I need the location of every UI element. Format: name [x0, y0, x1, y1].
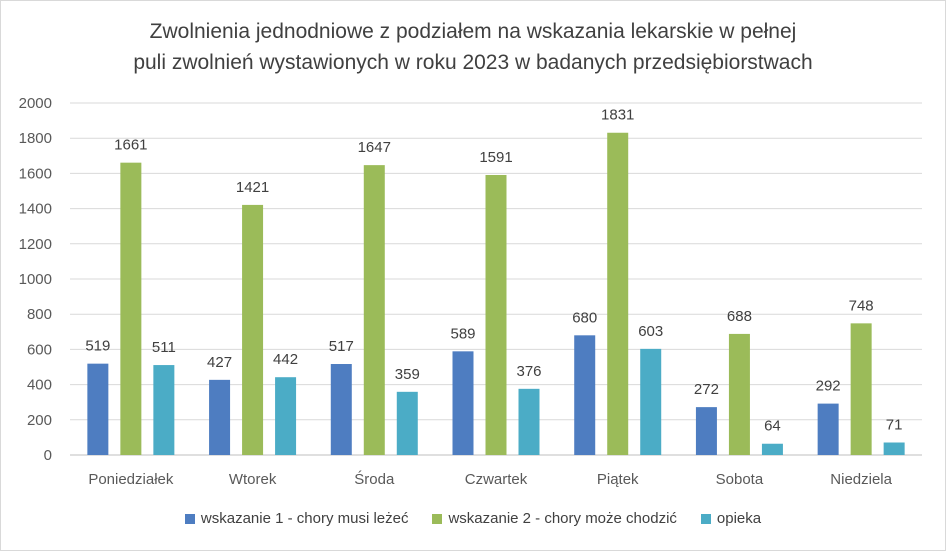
bar-3: [761, 443, 783, 455]
bar-3: [640, 348, 662, 455]
data-label: 64: [764, 418, 781, 435]
data-label: 1661: [114, 137, 147, 154]
y-tick-label: 1800: [19, 130, 52, 147]
x-tick-label: Piątek: [597, 471, 639, 488]
bar-1: [87, 363, 109, 455]
chart-title-line-1: Zwolnienia jednodniowe z podziałem na ws…: [149, 20, 797, 43]
y-tick-label: 1000: [19, 271, 52, 288]
data-label: 71: [886, 417, 903, 434]
legend-swatch-series-1: [184, 513, 195, 524]
y-tick-label: 600: [27, 341, 52, 358]
data-label: 376: [516, 363, 541, 380]
y-axis-ticks: 0 200 400 600 800 1000 1200 1400 1600 1800 2000: [19, 95, 52, 464]
legend-item-series-1: wskazanie 1 - chory musi leżeć: [184, 510, 409, 527]
bar-1: [452, 351, 474, 455]
y-tick-label: 1400: [19, 201, 52, 218]
bar-2: [728, 333, 750, 455]
bar-3: [396, 391, 418, 455]
data-label: 511: [152, 339, 176, 356]
chart-title-line-2: puli zwolnień wystawionych w roku 2023 w…: [133, 51, 813, 74]
bar-1: [574, 335, 596, 455]
legend: wskazanie 1 - chory musi leżeć wskazanie…: [0, 510, 946, 527]
bar-1: [209, 379, 231, 455]
bar-1: [695, 407, 717, 455]
data-label: 359: [395, 366, 420, 383]
bar-1: [330, 364, 352, 455]
data-label: 519: [85, 338, 110, 355]
x-tick-label: Sobota: [716, 471, 764, 488]
legend-item-series-3: opieka: [700, 510, 762, 527]
legend-swatch-series-3: [700, 513, 711, 524]
legend-item-series-2: wskazanie 2 - chory może chodzić: [432, 510, 677, 527]
data-label: 427: [207, 354, 232, 371]
bar-3: [518, 388, 540, 455]
x-axis-ticks: Poniedziałek Wtorek Środa Czwartek Piątek Sob…: [88, 470, 892, 488]
y-tick-label: 800: [27, 306, 52, 323]
data-label: 589: [450, 325, 475, 342]
data-labels: 519 1661 511 427 1421 442 517 1647 359 589 1591 376…: [85, 107, 902, 435]
legend-label-series-2: wskazanie 2 - chory może chodzić: [448, 510, 677, 527]
x-tick-label: Niedziela: [830, 471, 892, 488]
data-label: 1647: [358, 139, 391, 156]
data-label: 603: [638, 323, 663, 340]
data-label: 1831: [601, 107, 634, 124]
data-label: 442: [273, 351, 298, 368]
chart-title: Zwolnienia jednodniowe z podziałem na ws…: [0, 16, 946, 78]
data-label: 1421: [236, 179, 269, 196]
data-label: 748: [849, 297, 874, 314]
bar-3: [275, 377, 297, 455]
x-tick-label: Środa: [354, 470, 395, 488]
y-tick-label: 400: [27, 377, 52, 394]
bar-marks: [87, 132, 905, 456]
bar-2: [485, 174, 507, 455]
y-tick-label: 2000: [19, 95, 52, 112]
x-tick-label: Czwartek: [465, 471, 528, 488]
bar-3: [883, 442, 905, 455]
bar-2: [120, 162, 142, 455]
x-tick-label: Wtorek: [229, 471, 277, 488]
legend-label-series-1: wskazanie 1 - chory musi leżeć: [200, 510, 409, 527]
data-label: 680: [572, 309, 597, 326]
data-label: 272: [694, 381, 719, 398]
y-tick-label: 1200: [19, 236, 52, 253]
data-label: 1591: [479, 149, 512, 166]
bar-1: [817, 403, 839, 455]
legend-swatch-series-2: [432, 513, 443, 524]
data-label: 517: [329, 338, 354, 355]
bar-2: [607, 132, 629, 455]
legend-label-series-3: opieka: [716, 510, 762, 527]
data-label: 292: [816, 378, 841, 395]
y-tick-label: 0: [44, 447, 52, 464]
x-tick-label: Poniedziałek: [88, 471, 174, 488]
bar-2: [363, 165, 385, 456]
bar-2: [242, 204, 264, 455]
y-tick-label: 1600: [19, 165, 52, 182]
bar-3: [153, 365, 175, 455]
bar-2: [850, 323, 872, 455]
y-tick-label: 200: [27, 412, 52, 429]
data-label: 688: [727, 308, 752, 325]
